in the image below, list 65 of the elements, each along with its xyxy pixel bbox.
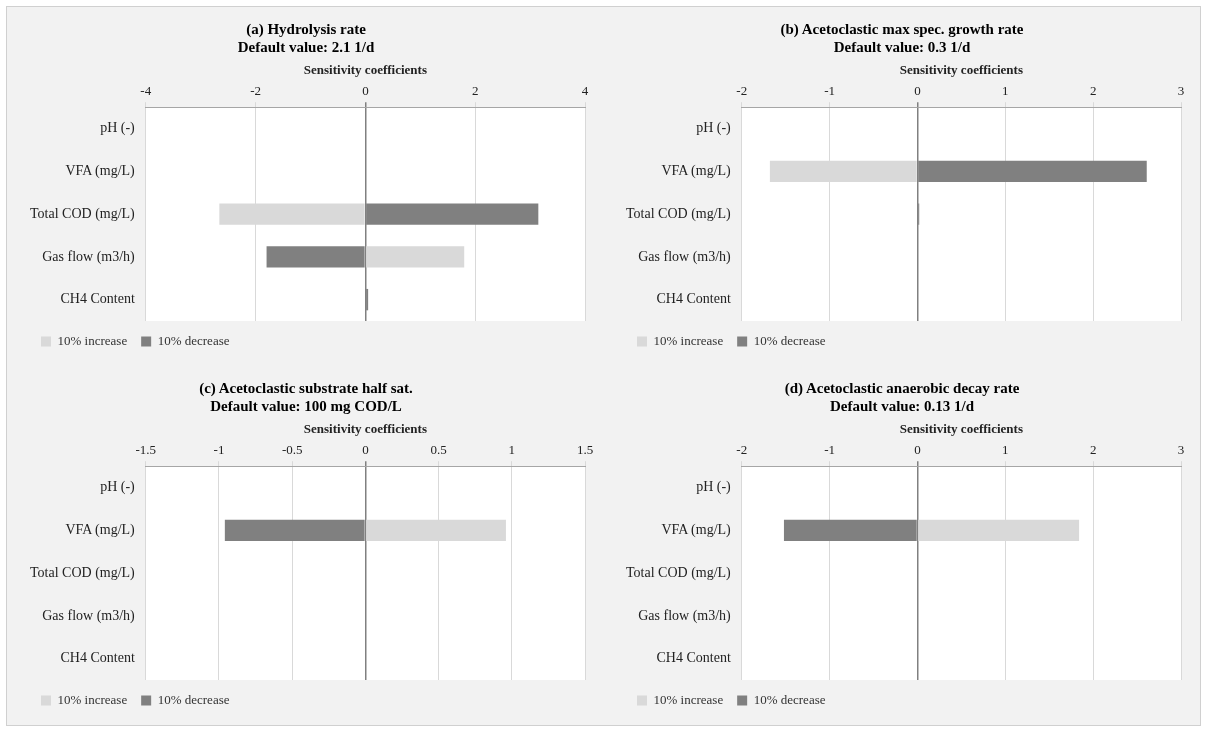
x-tick-label: 4 [581,82,589,98]
x-tick-label: 3 [1177,441,1185,457]
legend-label: 10% decrease [753,691,826,707]
legend-label: 10% increase [57,691,128,707]
legend-label: 10% decrease [753,332,826,348]
x-tick-label: 1 [1002,441,1009,457]
x-tick-label: 2 [1089,441,1097,457]
legend-label: 10% decrease [157,332,230,348]
x-tick-label: 2 [471,82,479,98]
x-tick-label: 0 [914,441,921,457]
x-tick-label: -1 [824,441,836,457]
legend-label: 10% decrease [157,691,230,707]
x-tick-label: 1.5 [576,441,594,457]
x-tick-label: -4 [140,82,152,98]
x-tick-label: -1 [824,82,836,98]
x-tick-label: 1 [1002,82,1009,98]
y-tick-label: Gas flow (m3/h) [42,248,136,265]
legend-label: 10% increase [653,332,724,348]
x-tick-label: 0 [914,82,921,98]
y-tick-label: Gas flow (m3/h) [42,607,136,624]
y-tick-label: CH4 Content [60,291,135,307]
chart-title: (a) Hydrolysis rate [246,20,367,38]
y-tick-label: Gas flow (m3/h) [638,248,732,265]
bar [366,246,465,268]
x-tick-label: -2 [250,82,262,98]
y-tick-label: Total COD (mg/L) [30,205,136,222]
y-tick-label: Gas flow (m3/h) [638,607,732,624]
y-tick-label: VFA (mg/L) [661,522,732,539]
chart-subtitle: Default value: 0.3 1/d [833,38,971,55]
chart-subtitle: Default value: 100 mg COD/L [210,397,402,414]
x-axis-title: Sensitivity coefficients [303,421,427,437]
x-tick-label: 0.5 [430,441,447,457]
y-tick-label: CH4 Content [656,650,731,666]
chart-title: (d) Acetoclastic anaerobic decay rate [784,379,1020,397]
x-tick-label: 1 [508,441,516,457]
y-tick-label: VFA (mg/L) [661,163,732,180]
y-tick-label: pH (-) [100,479,136,496]
chart-title: (c) Acetoclastic substrate half sat. [199,379,414,397]
x-axis-title: Sensitivity coefficients [899,62,1023,78]
x-tick-label: 2 [1089,82,1097,98]
y-tick-label: Total COD (mg/L) [626,205,732,222]
x-axis-title: Sensitivity coefficients [303,62,427,78]
y-tick-label: CH4 Content [60,650,135,666]
x-tick-label: -2 [736,441,748,457]
y-tick-label: VFA (mg/L) [65,163,136,180]
y-tick-label: Total COD (mg/L) [30,564,136,581]
y-tick-label: pH (-) [696,120,732,137]
x-axis-title: Sensitivity coefficients [899,421,1023,437]
x-tick-label: 0 [362,441,369,457]
legend-label: 10% increase [653,691,724,707]
chart-title: (b) Acetoclastic max spec. growth rate [780,20,1024,38]
y-tick-label: VFA (mg/L) [65,522,136,539]
x-tick-label: 3 [1177,82,1185,98]
y-tick-label: Total COD (mg/L) [626,564,732,581]
chart-subtitle: Default value: 2.1 1/d [237,38,375,55]
y-tick-label: pH (-) [696,479,732,496]
legend-label: 10% increase [57,332,128,348]
y-tick-label: CH4 Content [656,291,731,307]
x-tick-label: 0 [362,82,369,98]
x-tick-label: -0.5 [281,441,303,457]
x-tick-label: -2 [736,82,748,98]
x-tick-label: -1.5 [135,441,157,457]
y-tick-label: pH (-) [100,120,136,137]
chart-subtitle: Default value: 0.13 1/d [829,397,975,414]
x-tick-label: -1 [213,441,225,457]
